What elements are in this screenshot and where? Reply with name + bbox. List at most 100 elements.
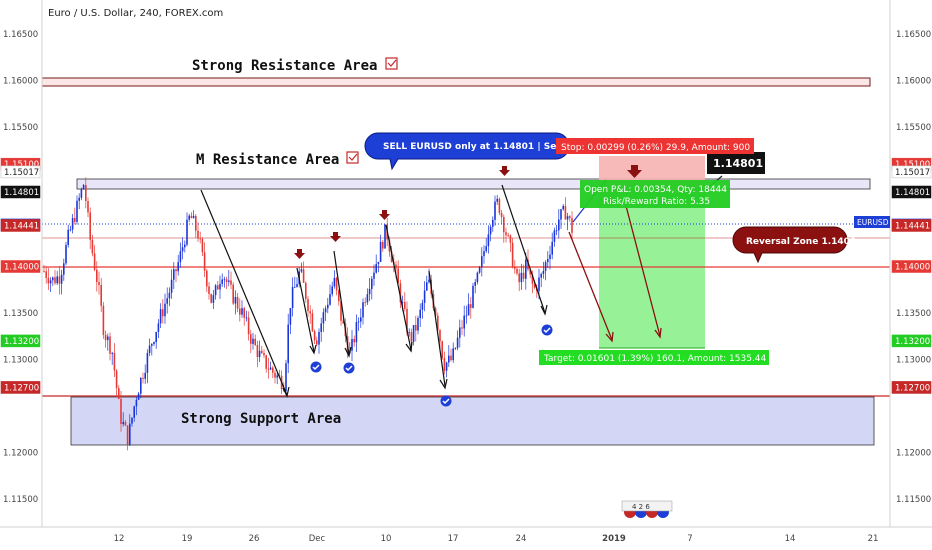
candle-body xyxy=(516,268,518,274)
candle-body xyxy=(327,304,329,309)
price-badge-label: 1.14000 xyxy=(4,263,39,273)
candle-body xyxy=(571,218,573,233)
candle-body xyxy=(417,317,419,331)
candle-body xyxy=(368,288,371,295)
candle-body xyxy=(144,372,146,379)
price-badge-label: 1.14000 xyxy=(895,263,930,273)
strong-support-label: Strong Support Area xyxy=(181,411,341,427)
checkbox-icon xyxy=(385,57,398,70)
candle-body xyxy=(527,259,529,270)
candle-body xyxy=(520,272,523,283)
candle-body xyxy=(421,302,424,310)
x-tick: 14 xyxy=(785,534,796,544)
candle-body xyxy=(518,273,520,283)
strong-support-zone xyxy=(70,396,875,446)
candle-body xyxy=(223,279,226,281)
candle-body xyxy=(239,308,241,315)
candle-body xyxy=(87,200,89,213)
candle-body xyxy=(547,259,549,263)
candle-body xyxy=(492,219,494,227)
candle-body xyxy=(472,285,474,308)
candle-body xyxy=(313,331,316,341)
candle-body xyxy=(118,388,120,399)
candle-body xyxy=(159,309,162,324)
candle-body xyxy=(212,295,215,303)
candle-body xyxy=(49,280,52,284)
candle-body xyxy=(373,272,375,279)
candle-body xyxy=(214,285,217,296)
candle-body xyxy=(228,280,230,282)
candle-body xyxy=(426,282,428,291)
candle-body xyxy=(285,363,287,391)
candle-body xyxy=(316,340,318,345)
y-tick-left: 1.15500 xyxy=(3,123,38,133)
candle-body xyxy=(129,423,131,445)
time-axis: 12 19 26 Dec 10 17 24 2019 7 14 21 xyxy=(114,534,879,544)
candle-body xyxy=(85,185,87,201)
candle-body xyxy=(401,302,404,303)
candle-body xyxy=(454,347,457,349)
y-tick-right: 1.12000 xyxy=(896,449,931,459)
y-tick-left: 1.12000 xyxy=(3,449,38,459)
candle-body xyxy=(148,345,151,353)
candle-body xyxy=(533,283,536,288)
candle-body xyxy=(428,279,430,283)
candle-body xyxy=(261,350,263,354)
price-badge xyxy=(891,185,932,199)
candle-body xyxy=(190,215,193,219)
price-badge-label: 1.15100 xyxy=(895,160,930,170)
candle-body xyxy=(357,321,360,323)
down-arrow-icon xyxy=(379,210,390,220)
candle-body xyxy=(379,241,382,262)
y-tick-right: 1.13000 xyxy=(896,356,931,366)
candle-body xyxy=(514,267,516,269)
symbol-tag: EURUSD xyxy=(857,218,889,227)
candle-body xyxy=(560,209,562,220)
candle-body xyxy=(243,308,245,318)
candle-body xyxy=(162,309,164,317)
projection-arrows xyxy=(568,201,662,343)
check-circle-icon xyxy=(310,361,322,373)
candle-body xyxy=(445,362,448,371)
candle-body xyxy=(309,311,311,314)
candle-body xyxy=(500,213,503,218)
candle-body xyxy=(241,308,243,315)
candle-body xyxy=(353,338,355,343)
candle-body xyxy=(461,327,463,329)
candle-body xyxy=(274,372,276,378)
candle-body xyxy=(192,216,195,219)
candle-body xyxy=(329,294,331,305)
candle-body xyxy=(540,273,542,278)
x-tick: 12 xyxy=(114,534,125,544)
down-arrow-icon xyxy=(294,249,305,259)
candle-body xyxy=(410,332,413,342)
candle-body xyxy=(340,301,342,321)
candle-body xyxy=(109,336,111,354)
candle-body xyxy=(47,277,50,284)
price-badge xyxy=(0,334,41,348)
candle-body xyxy=(342,320,344,324)
candle-body xyxy=(439,330,441,342)
x-tick: 21 xyxy=(868,534,879,544)
candle-body xyxy=(252,338,254,344)
candle-body xyxy=(434,308,437,316)
candle-body xyxy=(511,242,514,268)
candle-body xyxy=(54,277,56,284)
candle-body xyxy=(115,370,118,389)
candle-body xyxy=(474,281,476,286)
candle-body xyxy=(76,200,78,222)
candle-body xyxy=(58,276,61,284)
candle-body xyxy=(487,234,490,247)
events-icon: 4 2 6 xyxy=(621,500,673,518)
candle-body xyxy=(153,342,155,344)
candle-body xyxy=(151,343,153,346)
candle-body xyxy=(371,278,373,289)
candle-body xyxy=(96,269,98,282)
price-badge-label: 1.15100 xyxy=(4,160,39,170)
candle-body xyxy=(331,286,333,295)
down-markers xyxy=(294,165,642,259)
price-badge-label: 1.15017 xyxy=(4,168,39,178)
candle-body xyxy=(507,235,509,236)
price-badge xyxy=(0,219,41,232)
